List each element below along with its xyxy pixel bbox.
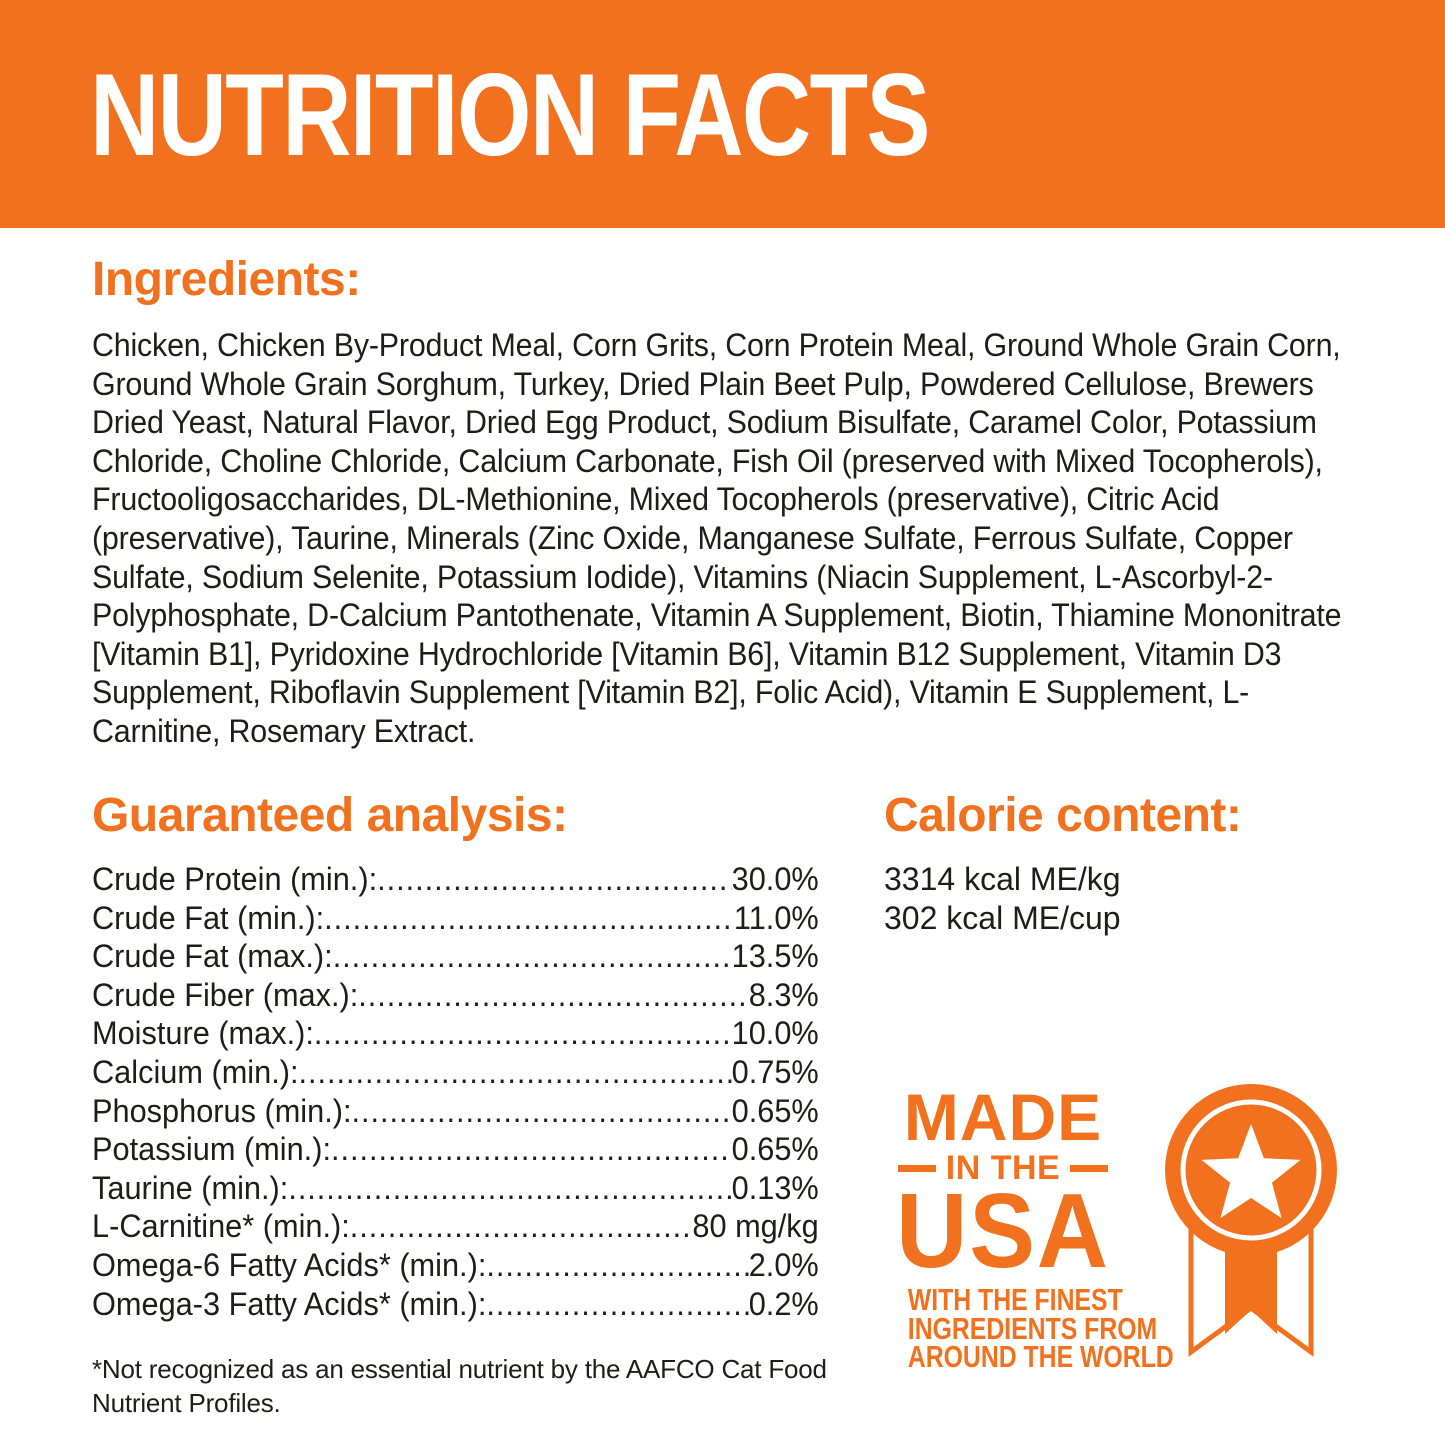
right-dash-divider [1070, 1164, 1109, 1172]
analysis-value: 0.2% [748, 1285, 819, 1322]
dot-leader: ........................................… [298, 1053, 732, 1090]
analysis-value: 0.75% [731, 1053, 819, 1090]
dot-leader: ........................................… [313, 1015, 732, 1052]
analysis-value: 80 mg/kg [692, 1208, 819, 1245]
header-band: NUTRITION FACTS [0, 0, 1445, 228]
analysis-label: Potassium (min.): [92, 1131, 331, 1168]
dot-leader: ........................................… [330, 1131, 732, 1168]
made-label: MADE [903, 1080, 1103, 1154]
analysis-row: Omega-3 Fatty Acids* (min.):............… [92, 1285, 819, 1324]
analysis-row: Crude Protein (min.):...................… [92, 860, 819, 899]
medal-inner-ring [1180, 1099, 1322, 1241]
in-the-row: IN THE [884, 1149, 1122, 1187]
analysis-label: Crude Fiber (max.): [92, 976, 359, 1013]
analysis-row: Crude Fat (min.):.......................… [92, 899, 819, 938]
analysis-label: Omega-6 Fatty Acids* (min.): [92, 1246, 487, 1283]
ingredients-heading: Ingredients: [92, 253, 361, 306]
footnote-text: *Not recognized as an essential nutrient… [92, 1354, 827, 1418]
calorie-line: 302 kcal ME/cup [884, 899, 1121, 936]
usa-subline: WITH THE FINEST [907, 1282, 1123, 1317]
analysis-value: 0.13% [731, 1169, 819, 1206]
analysis-value: 0.65% [731, 1092, 819, 1129]
ingredients-text: Chicken, Chicken By-Product Meal, Corn G… [92, 327, 1342, 749]
analysis-value: 10.0% [731, 1015, 819, 1052]
dot-leader: ........................................… [349, 1208, 693, 1245]
analysis-label: Omega-3 Fatty Acids* (min.): [92, 1285, 487, 1322]
made-in-usa-badge: MADE IN THE USA WITH THE FINEST INGREDIEN… [884, 1080, 1174, 1374]
dot-leader: ........................................… [288, 1169, 731, 1206]
guaranteed-analysis-heading: Guaranteed analysis: [92, 789, 568, 842]
usa-sublines: WITH THE FINEST INGREDIENTS FROM AROUND TH… [907, 1282, 1174, 1374]
analysis-value: 2.0% [748, 1246, 819, 1283]
analysis-value: 11.0% [733, 899, 819, 936]
analysis-label: Crude Fat (max.): [92, 938, 333, 975]
calorie-lines: 3314 kcal ME/kg 302 kcal ME/cup [884, 860, 1121, 937]
analysis-label: Crude Fat (min.): [92, 899, 325, 936]
left-dash-divider [897, 1164, 936, 1172]
analysis-label: Crude Protein (min.): [92, 861, 378, 897]
dot-leader: ........................................… [332, 938, 732, 975]
analysis-row: Taurine (min.):.........................… [92, 1169, 819, 1208]
dot-leader: ........................................… [324, 899, 734, 936]
analysis-row: Crude Fat (max.):.......................… [92, 937, 819, 976]
analysis-value: 0.65% [731, 1131, 819, 1168]
analysis-label: L-Carnitine* (min.): [92, 1208, 350, 1245]
in-the-label: IN THE [945, 1148, 1061, 1187]
analysis-value: 13.5% [731, 938, 819, 975]
usa-label: USA [896, 1172, 1110, 1290]
dot-leader: ........................................… [377, 861, 732, 897]
award-ribbon-icon [1165, 1084, 1337, 1357]
analysis-rows: Crude Protein (min.):...................… [92, 860, 819, 1323]
analysis-label: Phosphorus (min.): [92, 1092, 352, 1129]
analysis-value: 8.3% [748, 976, 819, 1013]
analysis-row: Moisture (max.):........................… [92, 1014, 819, 1053]
analysis-label: Moisture (max.): [92, 1015, 314, 1052]
dot-leader: ........................................… [351, 1092, 732, 1129]
analysis-row: Crude Fiber (max.):.....................… [92, 976, 819, 1015]
analysis-row: Potassium (min.):.......................… [92, 1130, 819, 1169]
page-title: NUTRITION FACTS [90, 48, 930, 180]
dot-leader: ........................................… [358, 976, 748, 1013]
calorie-line: 3314 kcal ME/kg [884, 861, 1121, 897]
analysis-label: Calcium (min.): [92, 1053, 299, 1090]
analysis-value: 30.0% [731, 861, 819, 897]
analysis-row: L-Carnitine* (min.):....................… [92, 1207, 819, 1246]
star-icon [1201, 1124, 1301, 1219]
calorie-content-heading: Calorie content: [884, 789, 1242, 842]
analysis-row: Omega-6 Fatty Acids* (min.):............… [92, 1246, 819, 1285]
dot-leader: ........................................… [486, 1285, 749, 1322]
dot-leader: ........................................… [486, 1246, 749, 1283]
analysis-label: Taurine (min.): [92, 1169, 289, 1206]
usa-subline: AROUND THE WORLD [907, 1339, 1174, 1374]
analysis-row: Phosphorus (min.):......................… [92, 1092, 819, 1131]
analysis-row: Calcium (min.):.........................… [92, 1053, 819, 1092]
